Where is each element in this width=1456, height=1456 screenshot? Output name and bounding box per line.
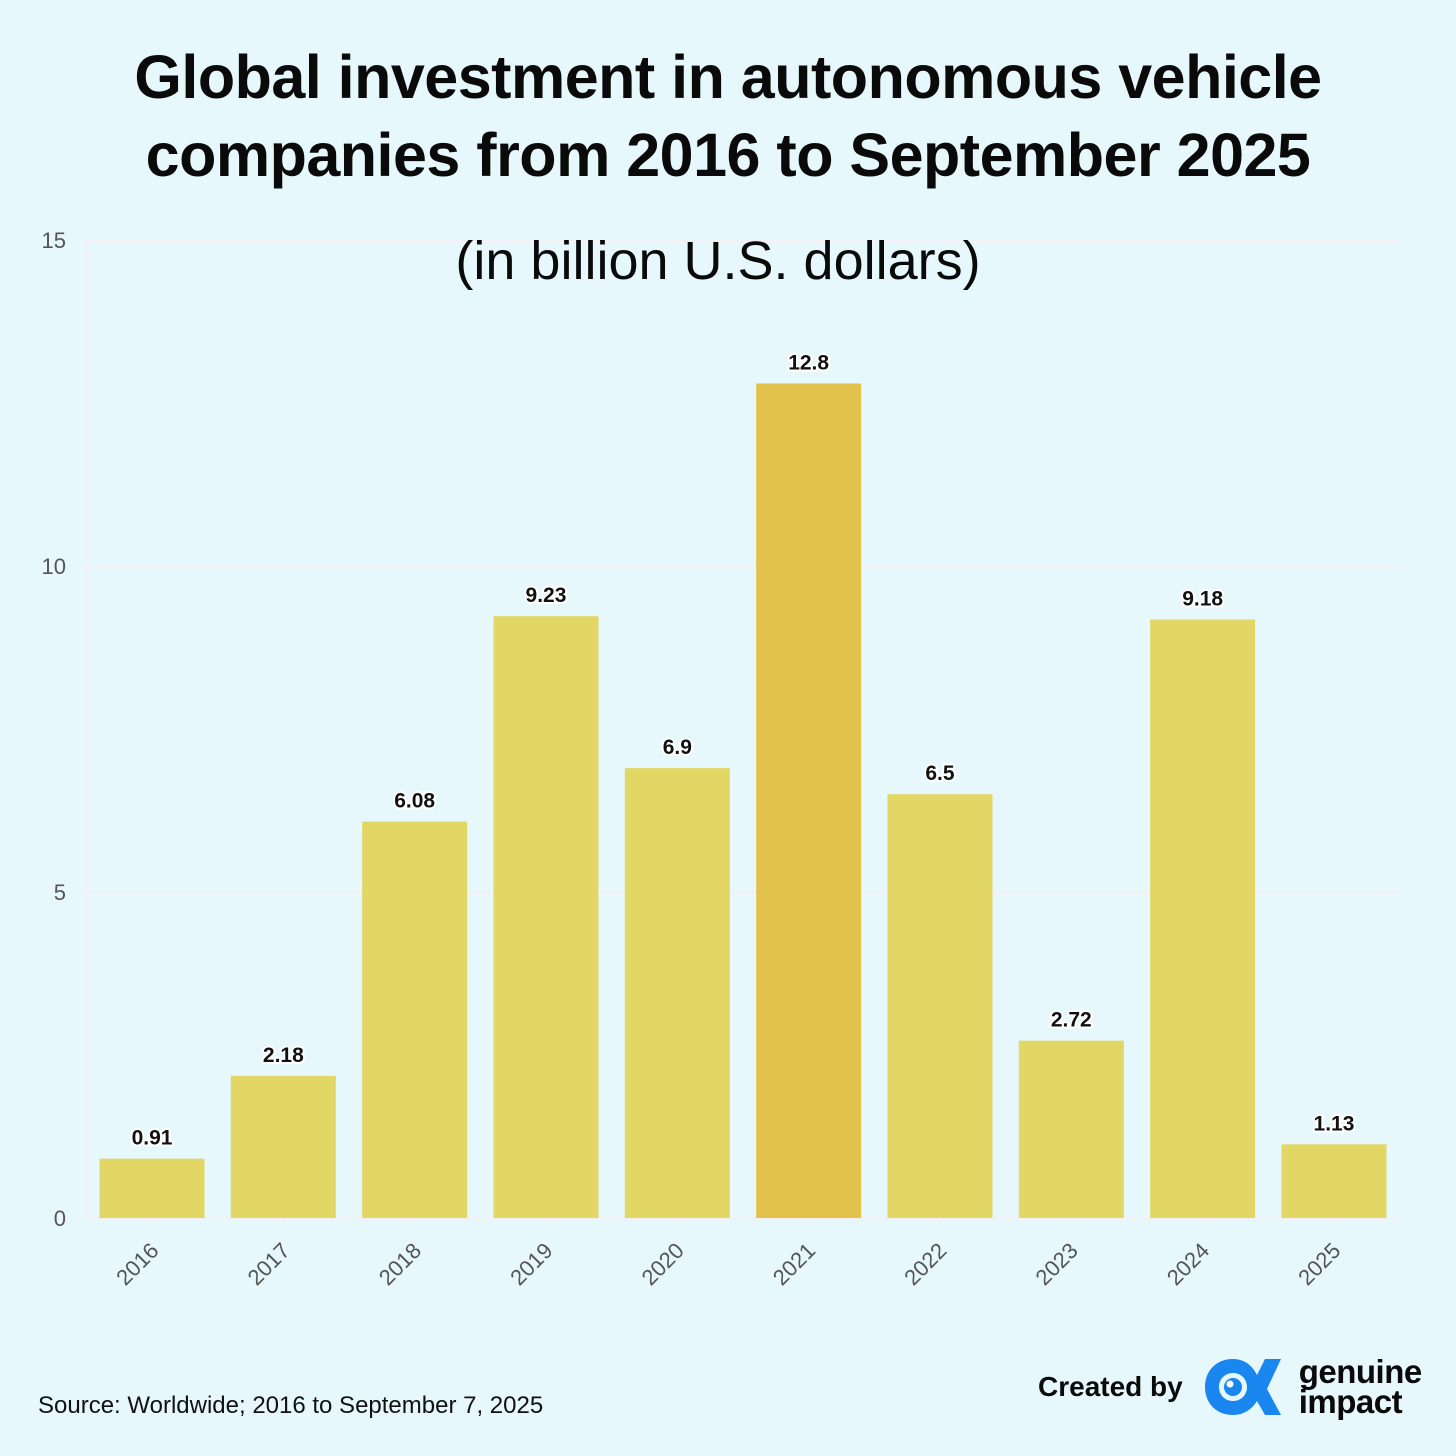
y-tick-label-0: 0 [54,1206,66,1231]
value-label-2017: 2.18 [263,1044,304,1067]
y-tick-label-10: 10 [42,554,66,579]
brand-name-line-2: impact [1298,1383,1403,1420]
x-tick-label-2025: 2025 [1293,1238,1345,1290]
brand-name-line-1: genuine [1298,1353,1423,1390]
y-tick-label-15: 15 [42,228,66,253]
source-note: Source: Worldwide; 2016 to September 7, … [38,1392,544,1419]
bar-2022 [887,794,993,1218]
x-tick-label-2022: 2022 [899,1238,951,1290]
x-tick-label-2019: 2019 [505,1238,557,1290]
value-label-2024: 9.18 [1182,587,1223,610]
created-by-label: Created by [1038,1371,1183,1402]
value-label-2018: 6.08 [394,790,435,813]
genuine-impact-logo-icon [1204,1359,1281,1415]
credit-block: Created by genuine impact [1038,1352,1422,1422]
value-label-2022: 6.5 [925,762,955,785]
x-tick-label-2016: 2016 [111,1238,163,1290]
bar-2018 [362,821,468,1218]
brand-name: genuine impact [1298,1353,1423,1420]
x-tick-label-2024: 2024 [1162,1238,1214,1290]
bar-2025 [1281,1144,1387,1218]
x-tick-label-2017: 2017 [243,1238,295,1290]
bar-2016 [99,1158,205,1218]
value-label-2016: 0.91 [132,1127,173,1150]
bar-2023 [1018,1040,1124,1218]
x-tick-label-2020: 2020 [637,1238,689,1290]
value-label-2020: 6.9 [663,736,692,759]
value-label-2023: 2.72 [1051,1009,1092,1032]
value-label-2021: 12.8 [788,351,829,374]
bar-layer [99,383,1387,1218]
chart-title-line-2: companies from 2016 to September 2025 [145,121,1311,189]
value-label-2025: 1.13 [1314,1112,1355,1135]
x-tick-label-2018: 2018 [374,1238,426,1290]
x-tick-label-2021: 2021 [768,1238,820,1290]
x-tick-label-2023: 2023 [1031,1238,1083,1290]
y-tick-label-5: 5 [54,880,66,905]
bar-2021 [756,383,862,1218]
bar-2017 [230,1075,336,1218]
chart-title: Global investment in autonomous vehicle … [0,38,1456,194]
bar-2019 [493,616,599,1218]
bar-2020 [624,768,730,1218]
value-label-2019: 9.23 [526,584,567,607]
chart-subtitle: (in billion U.S. dollars) [455,231,981,291]
bar-2024 [1150,619,1256,1218]
chart-title-line-1: Global investment in autonomous vehicle [134,43,1322,111]
